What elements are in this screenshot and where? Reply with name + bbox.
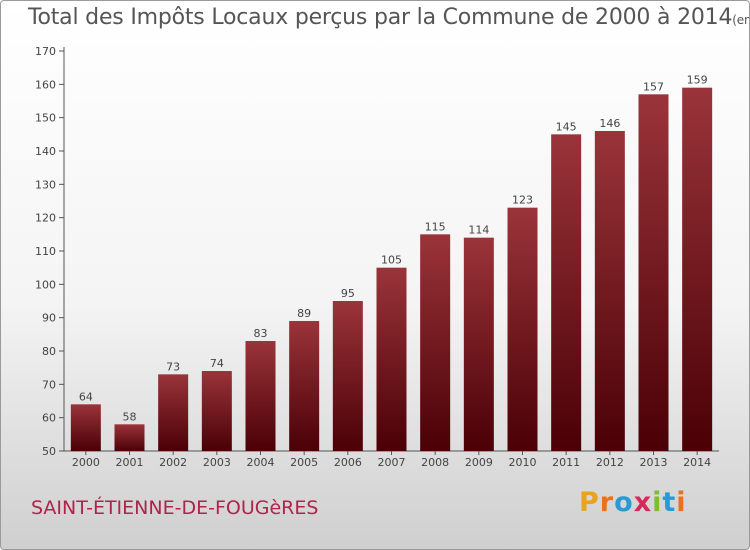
bar-value-label: 145: [556, 120, 577, 133]
bar-2000: [70, 404, 101, 451]
bar-2010: [507, 207, 538, 451]
y-tick-label: 110: [35, 245, 56, 258]
bar-2005: [289, 321, 320, 451]
bar-value-label: 64: [79, 390, 93, 403]
logo-letter: r: [599, 487, 615, 518]
bar-value-label: 89: [297, 307, 311, 320]
y-tick-label: 150: [35, 112, 56, 125]
y-tick-label: 170: [35, 45, 56, 58]
bar-2008: [420, 234, 451, 451]
logo-letter: o: [614, 487, 634, 518]
bar-2011: [551, 134, 582, 452]
bar-value-label: 83: [254, 327, 268, 340]
bar-value-label: 74: [210, 357, 224, 370]
y-tick-label: 50: [42, 445, 56, 458]
bar-2006: [332, 301, 363, 451]
x-tick-label: 2000: [72, 456, 100, 469]
bar-2012: [594, 131, 625, 451]
bar-value-label: 115: [425, 220, 446, 233]
y-tick-label: 80: [42, 345, 56, 358]
x-tick-label: 2006: [334, 456, 362, 469]
x-tick-label: 2001: [116, 456, 144, 469]
y-tick-label: 100: [35, 278, 56, 291]
bar-value-label: 105: [381, 254, 402, 267]
bar-value-label: 146: [599, 117, 620, 130]
bar-value-label: 159: [687, 74, 708, 87]
x-tick-label: 2007: [378, 456, 406, 469]
bar-value-label: 58: [123, 410, 137, 423]
bar-value-label: 114: [468, 224, 489, 237]
bar-2001: [114, 424, 145, 451]
logo-letter: P: [579, 487, 600, 518]
bar-value-label: 157: [643, 80, 664, 93]
y-tick-label: 140: [35, 145, 56, 158]
bar-value-label: 123: [512, 194, 533, 207]
logo-letter: t: [662, 487, 677, 518]
bar-2003: [201, 371, 232, 451]
x-tick-label: 2014: [683, 456, 711, 469]
x-tick-label: 2013: [640, 456, 668, 469]
chart-unit-label: (en milliers d'€): [732, 13, 750, 27]
y-tick-label: 120: [35, 212, 56, 225]
logo-letter: i: [676, 487, 687, 518]
x-tick-label: 2002: [159, 456, 187, 469]
x-tick-label: 2005: [290, 456, 318, 469]
bar-2009: [463, 237, 494, 451]
x-tick-label: 2008: [421, 456, 449, 469]
y-tick-label: 70: [42, 378, 56, 391]
bar-2004: [245, 341, 276, 451]
logo-letter: i: [652, 487, 663, 518]
y-tick-label: 60: [42, 412, 56, 425]
bar-2002: [158, 374, 189, 451]
proxiti-logo: Proxiti: [579, 487, 687, 518]
logo-letter: x: [633, 487, 653, 518]
x-tick-label: 2012: [596, 456, 624, 469]
x-tick-label: 2009: [465, 456, 493, 469]
bar-2007: [376, 267, 407, 451]
bar-2014: [682, 87, 713, 452]
x-tick-label: 2004: [247, 456, 275, 469]
bar-2013: [638, 94, 669, 451]
x-tick-label: 2010: [509, 456, 537, 469]
x-tick-label: 2011: [552, 456, 580, 469]
y-tick-label: 90: [42, 312, 56, 325]
commune-name: SAINT-ÉTIENNE-DE-FOUGèRES: [31, 497, 319, 519]
x-tick-label: 2003: [203, 456, 231, 469]
bar-value-label: 73: [166, 360, 180, 373]
bar-value-label: 95: [341, 287, 355, 300]
y-tick-label: 160: [35, 78, 56, 91]
chart-title-text: Total des Impôts Locaux perçus par la Co…: [28, 5, 733, 30]
y-tick-label: 130: [35, 178, 56, 191]
chart-title: Total des Impôts Locaux perçus par la Co…: [28, 5, 750, 30]
